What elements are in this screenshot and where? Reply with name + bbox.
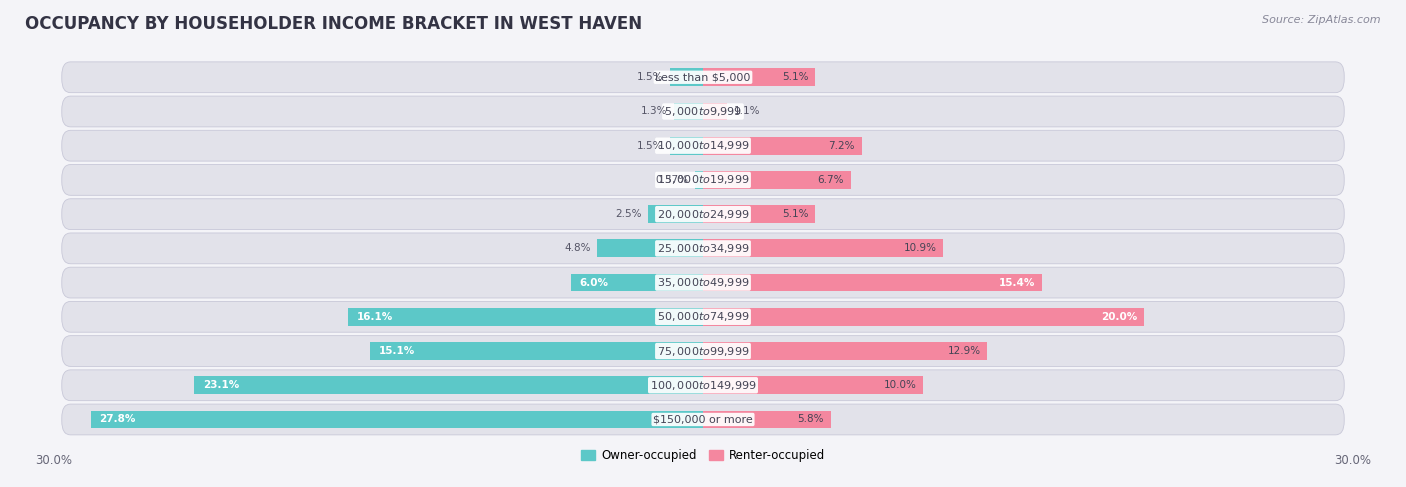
FancyBboxPatch shape (62, 370, 1344, 401)
Text: 30.0%: 30.0% (1334, 454, 1371, 467)
Bar (703, 171, 851, 189)
Text: $100,000 to $149,999: $100,000 to $149,999 (650, 379, 756, 392)
Bar (669, 68, 703, 86)
Text: 5.8%: 5.8% (797, 414, 824, 425)
Text: 2.5%: 2.5% (614, 209, 641, 219)
FancyBboxPatch shape (62, 267, 1344, 298)
Text: 20.0%: 20.0% (1101, 312, 1137, 322)
FancyBboxPatch shape (62, 199, 1344, 229)
FancyBboxPatch shape (62, 96, 1344, 127)
Text: $15,000 to $19,999: $15,000 to $19,999 (657, 173, 749, 187)
Text: $50,000 to $74,999: $50,000 to $74,999 (657, 310, 749, 323)
Bar (703, 240, 943, 257)
Text: 6.7%: 6.7% (817, 175, 844, 185)
Text: 0.37%: 0.37% (655, 175, 689, 185)
Bar (571, 274, 703, 292)
Text: 10.0%: 10.0% (884, 380, 917, 390)
Text: 10.9%: 10.9% (904, 244, 936, 253)
Text: 1.1%: 1.1% (734, 107, 761, 116)
FancyBboxPatch shape (62, 404, 1344, 435)
Text: 15.4%: 15.4% (1000, 278, 1036, 288)
Bar (703, 411, 831, 429)
Text: Less than $5,000: Less than $5,000 (655, 72, 751, 82)
Text: $75,000 to $99,999: $75,000 to $99,999 (657, 344, 749, 357)
Text: $10,000 to $14,999: $10,000 to $14,999 (657, 139, 749, 152)
Text: Source: ZipAtlas.com: Source: ZipAtlas.com (1263, 15, 1381, 25)
Text: 5.1%: 5.1% (782, 209, 808, 219)
Bar (90, 411, 703, 429)
Text: 27.8%: 27.8% (100, 414, 136, 425)
Bar (370, 342, 703, 360)
Text: 1.5%: 1.5% (637, 141, 664, 150)
Bar (703, 308, 1143, 326)
Bar (703, 342, 987, 360)
FancyBboxPatch shape (62, 301, 1344, 332)
Bar (703, 274, 1042, 292)
Bar (675, 103, 703, 120)
Bar (703, 205, 815, 223)
Bar (703, 376, 924, 394)
Text: 1.5%: 1.5% (637, 72, 664, 82)
Text: OCCUPANCY BY HOUSEHOLDER INCOME BRACKET IN WEST HAVEN: OCCUPANCY BY HOUSEHOLDER INCOME BRACKET … (25, 15, 643, 33)
FancyBboxPatch shape (62, 165, 1344, 195)
Bar (703, 103, 727, 120)
Text: $5,000 to $9,999: $5,000 to $9,999 (664, 105, 742, 118)
Bar (349, 308, 703, 326)
Bar (194, 376, 703, 394)
Bar (598, 240, 703, 257)
Bar (669, 137, 703, 154)
Text: 7.2%: 7.2% (828, 141, 855, 150)
Text: 16.1%: 16.1% (357, 312, 394, 322)
Bar (703, 68, 815, 86)
Legend: Owner-occupied, Renter-occupied: Owner-occupied, Renter-occupied (576, 444, 830, 467)
Text: 23.1%: 23.1% (202, 380, 239, 390)
Text: $35,000 to $49,999: $35,000 to $49,999 (657, 276, 749, 289)
FancyBboxPatch shape (62, 131, 1344, 161)
Text: 15.1%: 15.1% (380, 346, 415, 356)
Text: 30.0%: 30.0% (35, 454, 72, 467)
Bar (695, 171, 703, 189)
Text: 5.1%: 5.1% (782, 72, 808, 82)
Text: 4.8%: 4.8% (564, 244, 591, 253)
Text: $25,000 to $34,999: $25,000 to $34,999 (657, 242, 749, 255)
Text: 1.3%: 1.3% (641, 107, 668, 116)
FancyBboxPatch shape (62, 62, 1344, 93)
Text: $20,000 to $24,999: $20,000 to $24,999 (657, 207, 749, 221)
Bar (648, 205, 703, 223)
FancyBboxPatch shape (62, 233, 1344, 264)
Bar (703, 137, 862, 154)
Text: 6.0%: 6.0% (579, 278, 609, 288)
FancyBboxPatch shape (62, 336, 1344, 366)
Text: $150,000 or more: $150,000 or more (654, 414, 752, 425)
Text: 12.9%: 12.9% (948, 346, 980, 356)
